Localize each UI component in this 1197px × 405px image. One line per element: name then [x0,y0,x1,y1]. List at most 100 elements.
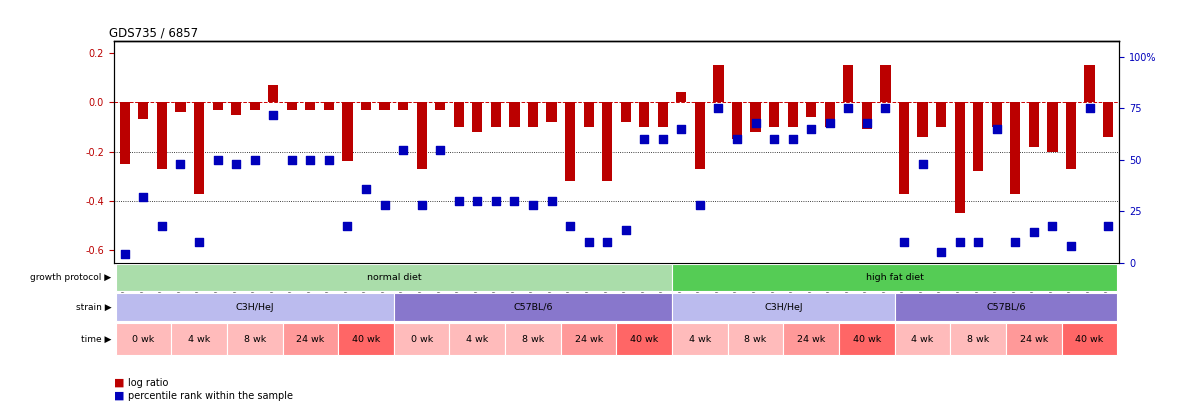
Bar [1005,323,1062,355]
Point [728,136,747,143]
Text: high fat diet: high fat diet [865,273,924,282]
Bar [825,102,834,127]
Bar [565,102,576,181]
Bar [157,102,168,169]
Bar [839,323,894,355]
Bar [287,102,297,110]
Point [597,239,616,245]
Point [950,239,970,245]
Bar [1084,65,1094,102]
Bar [361,102,371,110]
Text: 8 wk: 8 wk [967,335,990,343]
Text: time ▶: time ▶ [81,335,111,343]
Text: 4 wk: 4 wk [188,335,211,343]
Bar [227,323,282,355]
Bar [139,102,148,119]
Text: 24 wk: 24 wk [296,335,324,343]
Text: 0 wk: 0 wk [133,335,154,343]
Bar [768,102,779,127]
Bar [657,102,668,127]
Bar [231,102,242,115]
Bar [394,323,450,355]
Text: growth protocol ▶: growth protocol ▶ [30,273,111,282]
Bar [672,264,1117,291]
Bar [399,102,408,110]
Bar [436,102,445,110]
Point [931,249,950,256]
Point [523,202,542,208]
Bar [713,65,724,102]
Text: GDS735 / 6857: GDS735 / 6857 [109,26,198,39]
Text: 24 wk: 24 wk [575,335,603,343]
Point [320,157,339,163]
Bar [583,102,594,127]
Text: strain ▶: strain ▶ [75,303,111,311]
Point [449,198,468,204]
Point [746,119,765,126]
Point [1099,222,1118,229]
Bar [509,102,519,127]
Bar [450,323,505,355]
Text: 8 wk: 8 wk [745,335,767,343]
Point [913,161,932,167]
Bar [694,102,705,169]
Bar [546,102,557,122]
Point [431,146,450,153]
Point [857,119,876,126]
Bar [843,65,853,102]
Text: 40 wk: 40 wk [1075,335,1104,343]
Point [672,126,691,132]
Point [357,185,376,192]
Bar [116,293,394,321]
Text: 24 wk: 24 wk [797,335,826,343]
Bar [454,102,464,127]
Text: C3H/HeJ: C3H/HeJ [236,303,274,311]
Point [1062,243,1081,249]
Bar [1102,102,1113,137]
Point [1025,228,1044,235]
Point [338,222,357,229]
Bar [491,102,502,127]
Point [505,198,524,204]
Bar [213,102,223,110]
Bar [950,323,1005,355]
Bar [676,92,687,102]
Bar [339,323,394,355]
Text: 4 wk: 4 wk [688,335,711,343]
Bar [305,102,316,110]
Bar [1047,102,1057,151]
Point [134,194,153,200]
Point [189,239,208,245]
Bar [731,102,742,139]
Bar [268,85,279,102]
Text: normal diet: normal diet [366,273,421,282]
Bar [1028,102,1039,147]
Text: 4 wk: 4 wk [911,335,934,343]
Bar [973,102,983,171]
Point [616,226,636,233]
Point [171,161,190,167]
Text: 40 wk: 40 wk [852,335,881,343]
Bar [788,102,797,127]
Point [115,251,134,258]
Bar [639,102,650,127]
Bar [751,102,760,132]
Point [542,198,561,204]
Text: 8 wk: 8 wk [243,335,266,343]
Bar [250,102,260,110]
Bar [282,323,339,355]
Bar [1062,323,1117,355]
Bar [120,102,130,164]
Text: ■: ■ [114,378,124,388]
Point [245,157,265,163]
Text: 8 wk: 8 wk [522,335,545,343]
Bar [528,102,539,127]
Bar [1065,102,1076,169]
Bar [417,102,427,169]
Bar [342,102,353,162]
Point [839,105,858,112]
Bar [936,102,946,127]
Point [988,126,1007,132]
Text: percentile rank within the sample: percentile rank within the sample [128,391,293,401]
Point [709,105,728,112]
